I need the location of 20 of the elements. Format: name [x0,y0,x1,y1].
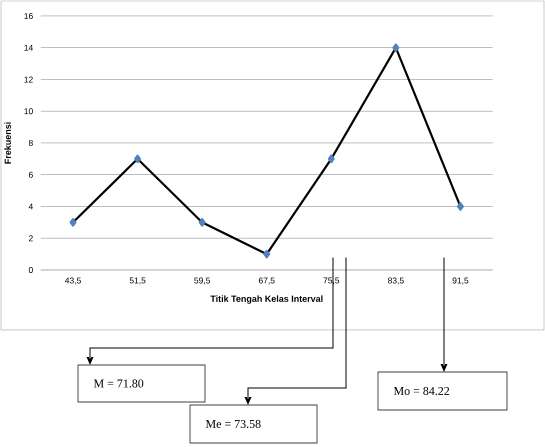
y-tick-label: 10 [24,108,33,114]
y-tick-label: 12 [24,76,33,82]
y-tick-label: 8 [28,140,33,146]
x-tick-label: 67,5 [258,278,275,284]
text: M = 71.80 [94,379,144,388]
text: Mo = 84.22 [394,386,450,396]
x-axis-title: Titik Tengah Kelas Interval [210,295,322,304]
y-tick-label: 0 [28,266,33,273]
y-tick-label: 2 [28,235,33,242]
x-tick-label: 59,5 [194,278,210,284]
x-tick-label: 43,5 [64,278,81,284]
x-tick-label: 91,5 [452,278,468,284]
y-tick-label: 6 [28,172,33,178]
x-tick-label: 83,5 [388,278,404,284]
y-axis-title: Frekuensi [4,122,11,164]
y-tick-label: 16 [24,12,33,19]
y-tick-label: 14 [24,44,33,51]
y-tick-label: 4 [28,204,33,210]
text: Me = 73.58 [206,420,261,428]
x-tick-label: 51,5 [130,278,146,284]
